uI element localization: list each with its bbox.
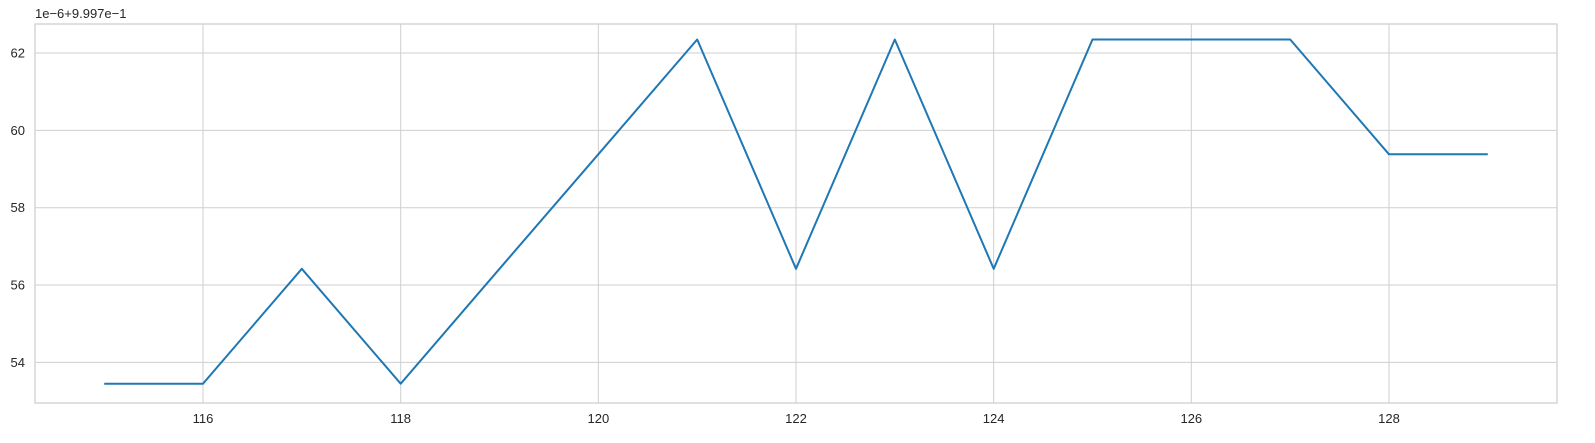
x-tick-label: 126 [1180,411,1202,426]
x-tick-label: 120 [587,411,609,426]
x-gridlines [202,24,1390,403]
y-tick-label: 60 [11,123,25,138]
series-layer [104,38,1488,385]
x-tick-label: 118 [390,411,411,426]
x-axis-tick-labels: 116 118 120 122 124 126 128 [193,411,1400,426]
x-tick-label: 122 [785,411,807,426]
y-tick-label: 54 [11,355,25,370]
series-line [104,38,1488,385]
plot-frame [34,23,1558,404]
y-tick-label: 56 [11,278,25,293]
y-tick-label: 58 [11,200,25,215]
x-tick-label: 116 [193,411,214,426]
y-tick-label: 62 [11,46,25,61]
x-tick-label: 124 [983,411,1005,426]
x-tick-label: 128 [1378,411,1400,426]
y-axis-tick-labels: 54 56 58 60 62 [11,46,25,370]
y-axis-offset-label: 1e−6+9.997e−1 [35,6,126,21]
y-gridlines [35,52,1557,363]
